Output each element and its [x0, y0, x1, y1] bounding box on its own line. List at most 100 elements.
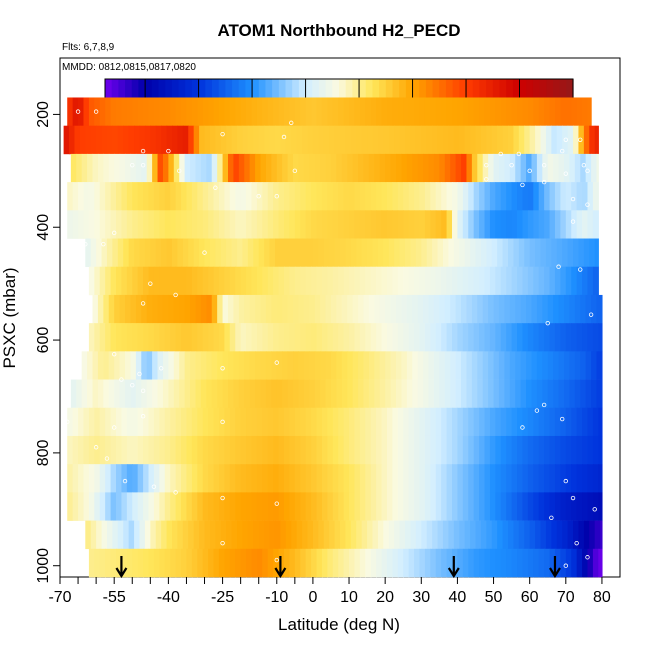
heatmap-cell [88, 464, 95, 493]
heatmap-cell [87, 153, 94, 183]
heatmap-cell [421, 125, 428, 155]
heatmap-cell [186, 464, 193, 493]
heatmap-cell [332, 266, 339, 296]
heatmap-cell [583, 125, 590, 155]
heatmap-cell [197, 548, 204, 578]
heatmap-cell [206, 379, 213, 409]
heatmap-cell [294, 182, 301, 211]
heatmap-cell [564, 153, 571, 183]
heatmap-cell [316, 323, 323, 352]
heatmap-cell [300, 407, 307, 437]
heatmap-cell [289, 407, 296, 437]
heatmap-cell [511, 323, 518, 352]
heatmap-cell [592, 464, 599, 493]
heatmap-cell [218, 407, 225, 437]
heatmap-cell [325, 351, 332, 380]
heatmap-cell [224, 266, 231, 296]
heatmap-cell [544, 210, 551, 239]
heatmap-cell [551, 238, 558, 268]
chart-title: ATOM1 Northbound H2_PECD [217, 21, 460, 40]
heatmap-cell [246, 407, 253, 437]
heatmap-cell [105, 182, 112, 211]
heatmap-cell [280, 125, 287, 155]
data-point [140, 414, 146, 419]
heatmap-cell [81, 153, 88, 183]
heatmap-cell [334, 520, 341, 550]
heatmap-cell [495, 464, 502, 493]
heatmap-cell [455, 379, 462, 409]
heatmap-cell [329, 520, 336, 550]
heatmap-cell [446, 492, 453, 521]
heatmap-cell [143, 548, 150, 578]
heatmap-cell [396, 379, 403, 409]
heatmap-cell [193, 520, 200, 550]
heatmap-cell [444, 153, 451, 183]
heatmap-cell [311, 407, 318, 437]
heatmap-cell [482, 379, 489, 409]
heatmap-band [70, 379, 603, 409]
heatmap-cell [235, 323, 242, 352]
heatmap-cell [208, 548, 215, 578]
heatmap-cell [386, 492, 393, 521]
heatmap-cell [264, 238, 271, 268]
heatmap-cell [401, 294, 408, 324]
heatmap-cell [446, 407, 453, 437]
heatmap-cell [168, 379, 175, 409]
heatmap-cell [90, 520, 97, 550]
heatmap-cell [554, 182, 561, 211]
heatmap-cell [377, 125, 384, 155]
data-point [484, 162, 489, 168]
heatmap-cell [144, 125, 151, 155]
heatmap-cell [410, 125, 417, 155]
data-point [592, 507, 597, 512]
heatmap-cell [531, 379, 538, 409]
heatmap-cell [188, 125, 195, 155]
heatmap-cell [495, 435, 502, 465]
heatmap-cell [226, 125, 233, 155]
data-point [93, 109, 99, 114]
heatmap-cell [363, 153, 370, 183]
heatmap-cell [495, 97, 502, 126]
heatmap-cell [352, 294, 359, 324]
heatmap-cell [412, 153, 419, 183]
data-point [559, 148, 565, 154]
heatmap-cell [170, 548, 177, 578]
heatmap-cell [126, 210, 133, 239]
heatmap-cell [419, 323, 426, 352]
heatmap-cell [172, 520, 179, 550]
heatmap-cell [228, 351, 235, 380]
heatmap-cell [99, 182, 106, 211]
heatmap-cell [173, 294, 180, 324]
heatmap-cell [338, 492, 345, 521]
heatmap-cell [352, 153, 359, 183]
heatmap-cell [251, 210, 258, 239]
heatmap-cell [103, 351, 110, 380]
heatmap-cell [231, 520, 238, 550]
heatmap-cell [562, 125, 569, 155]
heatmap-cell [311, 492, 318, 521]
heatmap-cell [493, 379, 500, 409]
data-point [220, 366, 225, 371]
heatmap-cell [121, 97, 128, 126]
heatmap-cell [143, 266, 150, 296]
heatmap-cell [211, 294, 218, 324]
heatmap-cell [370, 210, 377, 239]
heatmap-cell [70, 153, 77, 183]
heatmap-cell [473, 266, 480, 296]
heatmap-cell [365, 97, 372, 126]
heatmap-cell [457, 407, 464, 437]
heatmap-cell [83, 210, 90, 239]
heatmap-cell [520, 351, 527, 380]
heatmap-cell [439, 153, 446, 183]
heatmap-cell [462, 435, 469, 465]
heatmap-cell [267, 548, 274, 578]
heatmap-cell [88, 407, 95, 437]
heatmap-cell [517, 323, 524, 352]
heatmap-cell [518, 125, 525, 155]
heatmap-cell [126, 548, 133, 578]
heatmap-cell [300, 492, 307, 521]
heatmap-cell [175, 407, 182, 437]
heatmap-cell [511, 266, 518, 296]
heatmap-cell [197, 492, 204, 521]
heatmap-cell [309, 294, 316, 324]
